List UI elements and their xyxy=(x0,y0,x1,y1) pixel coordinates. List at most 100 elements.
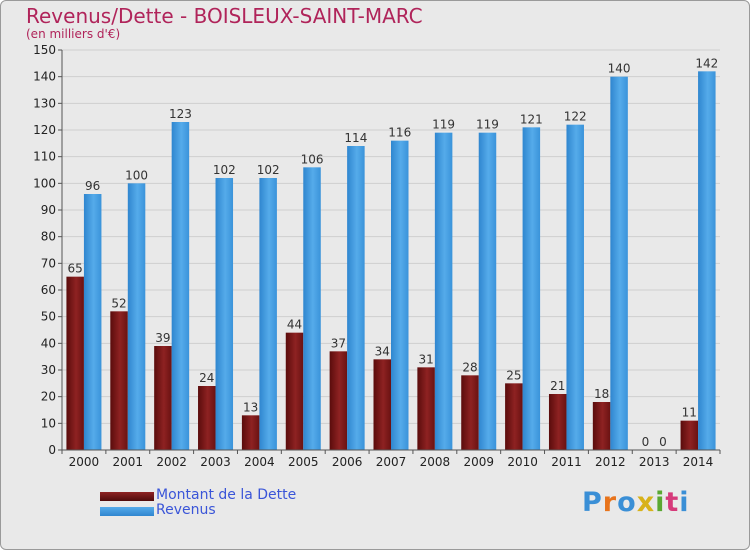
logo-letter: r xyxy=(602,487,618,518)
bar-dette xyxy=(680,420,699,450)
y-tick-label: 40 xyxy=(41,336,56,350)
x-tick-label: 2008 xyxy=(420,455,451,469)
bar-revenus xyxy=(347,146,365,450)
value-label-revenus: 119 xyxy=(432,118,455,132)
y-tick-label: 70 xyxy=(41,256,56,270)
y-tick-label: 10 xyxy=(41,416,56,430)
legend-swatch-revenus xyxy=(100,507,154,516)
y-tick-label: 90 xyxy=(41,203,56,217)
value-label-revenus: 116 xyxy=(388,126,411,140)
x-tick-label: 2000 xyxy=(69,455,100,469)
x-tick-label: 2006 xyxy=(332,455,363,469)
bar-revenus xyxy=(215,178,234,450)
value-label-dette: 65 xyxy=(68,262,83,276)
value-label-dette: 18 xyxy=(594,387,609,401)
x-tick-label: 2013 xyxy=(639,455,670,469)
bar-dette xyxy=(329,351,348,450)
bar-revenus xyxy=(434,132,453,450)
value-label-revenus: 114 xyxy=(344,131,367,145)
value-label-dette: 31 xyxy=(418,352,433,366)
x-tick-label: 2007 xyxy=(376,455,407,469)
y-tick-label: 80 xyxy=(41,230,56,244)
value-label-dette: 34 xyxy=(375,344,390,358)
value-label-revenus: 100 xyxy=(125,168,148,182)
y-tick-label: 110 xyxy=(33,150,56,164)
x-tick-label: 2005 xyxy=(288,455,319,469)
x-tick-label: 2012 xyxy=(595,455,626,469)
value-label-dette: 44 xyxy=(287,318,302,332)
x-tick-label: 2010 xyxy=(507,455,538,469)
y-tick-label: 100 xyxy=(33,176,56,190)
bar-revenus xyxy=(83,194,102,450)
value-label-revenus: 122 xyxy=(564,110,587,124)
bar-dette xyxy=(198,386,216,450)
bar-revenus xyxy=(127,183,146,451)
logo-letter: i xyxy=(655,487,666,518)
y-tick-label: 130 xyxy=(33,96,56,110)
legend-label-revenus: Revenus xyxy=(156,502,216,518)
chart-title: Revenus/Dette - BOISLEUX-SAINT-MARC xyxy=(26,4,423,28)
x-tick-label: 2003 xyxy=(200,455,231,469)
bar-dette xyxy=(592,402,611,450)
bar-revenus xyxy=(259,178,277,450)
y-tick-label: 150 xyxy=(33,43,56,57)
logo-letter: t xyxy=(665,487,680,518)
value-label-dette: 25 xyxy=(506,368,521,382)
value-label-revenus: 102 xyxy=(257,163,280,177)
value-label-dette: 37 xyxy=(331,336,346,350)
value-label-dette: 39 xyxy=(155,331,170,345)
bar-revenus xyxy=(171,122,190,450)
value-label-dette: 28 xyxy=(462,360,477,374)
bar-revenus xyxy=(522,127,541,450)
bar-dette xyxy=(66,276,84,450)
y-tick-label: 60 xyxy=(41,283,56,297)
value-label-revenus: 123 xyxy=(169,107,192,121)
x-tick-label: 2004 xyxy=(244,455,275,469)
value-label-dette: 21 xyxy=(550,379,565,393)
bar-revenus xyxy=(303,167,321,451)
bar-dette xyxy=(461,375,479,450)
logo-letter: i xyxy=(679,487,690,518)
value-label-revenus: 0 xyxy=(659,435,667,449)
value-label-dette: 24 xyxy=(199,371,214,385)
proxiti-logo: Proxiti xyxy=(582,487,690,518)
value-label-dette: 52 xyxy=(111,296,126,310)
value-label-revenus: 121 xyxy=(520,112,543,126)
x-tick-label: 2014 xyxy=(683,455,714,469)
bar-dette xyxy=(110,311,128,450)
x-tick-label: 2011 xyxy=(551,455,582,469)
value-label-revenus: 119 xyxy=(476,118,499,132)
bar-dette xyxy=(417,367,435,450)
bar-dette xyxy=(285,332,304,450)
x-tick-label: 2001 xyxy=(113,455,144,469)
y-tick-label: 120 xyxy=(33,123,56,137)
value-label-revenus: 96 xyxy=(85,179,100,193)
value-label-revenus: 140 xyxy=(608,62,631,76)
bar-revenus xyxy=(391,140,409,450)
y-axis-ticks: 0 10 20 30 40 50 60 70 80 90 100 110 120 130 140 150 xyxy=(33,43,63,457)
value-label-revenus: 106 xyxy=(301,152,324,166)
bar-dette xyxy=(241,415,260,450)
x-tick-label: 2002 xyxy=(156,455,187,469)
bar-dette xyxy=(154,346,172,450)
bar-revenus xyxy=(566,124,584,451)
value-label-dette: 0 xyxy=(642,435,650,449)
x-axis-ticks: 2000 2001 2002 2003 2004 2005 2006 2007 2008 2009… xyxy=(61,449,721,469)
y-tick-label: 30 xyxy=(41,363,56,377)
logo-letter: o xyxy=(617,487,637,518)
legend-label-dette: Montant de la Dette xyxy=(156,487,297,503)
y-tick-label: 0 xyxy=(48,443,56,457)
bar-dette xyxy=(505,383,523,450)
chart-subtitle: (en milliers d'€) xyxy=(26,27,121,41)
x-tick-label: 2009 xyxy=(463,455,494,469)
bar-revenus xyxy=(478,132,497,450)
y-tick-label: 50 xyxy=(41,310,56,324)
logo-letter: x xyxy=(636,487,656,518)
bar-dette xyxy=(373,359,391,450)
bar-revenus xyxy=(610,76,628,451)
bar-revenus xyxy=(698,71,716,450)
value-label-revenus: 102 xyxy=(213,163,236,177)
y-tick-label: 20 xyxy=(41,390,56,404)
logo-letter: P xyxy=(582,487,603,518)
